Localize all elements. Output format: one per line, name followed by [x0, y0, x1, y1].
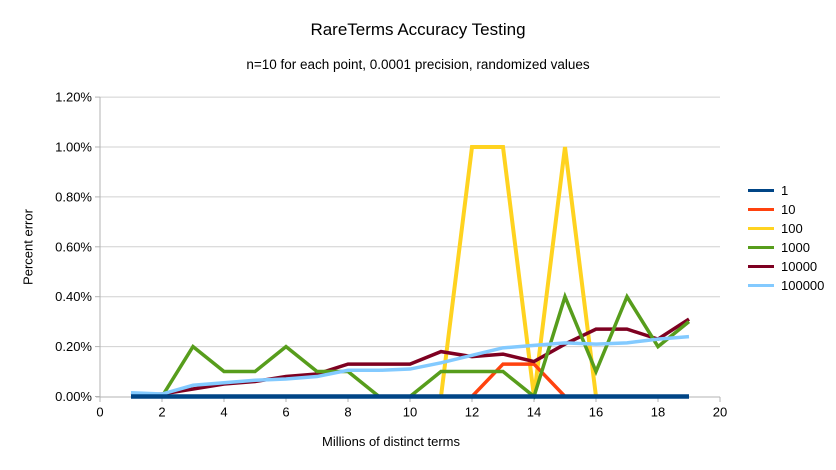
legend-swatch — [748, 284, 774, 287]
x-tick-label: 16 — [589, 405, 603, 420]
y-tick-label: 0.20% — [55, 339, 92, 354]
chart-subtitle: n=10 for each point, 0.0001 precision, r… — [246, 57, 590, 72]
legend-item-10000: 10000 — [748, 257, 824, 276]
legend-label: 1 — [781, 183, 789, 198]
legend-label: 10000 — [781, 259, 818, 274]
series-line-100 — [131, 145, 689, 399]
legend-label: 1000 — [781, 240, 810, 255]
legend-label: 100000 — [781, 278, 825, 293]
legend-item-1000: 1000 — [748, 238, 824, 257]
x-tick-label: 4 — [220, 405, 227, 420]
y-tick-label: 0.60% — [55, 239, 92, 254]
legend-label: 10 — [781, 202, 796, 217]
legend-item-100: 100 — [748, 219, 824, 238]
legend: 1 10 100 1000 10000 100000 — [748, 181, 824, 295]
x-tick-label: 2 — [158, 405, 165, 420]
chart-title: RareTerms Accuracy Testing — [310, 20, 526, 39]
x-tick-label: 6 — [282, 405, 289, 420]
x-tick-label: 20 — [713, 405, 727, 420]
legend-swatch — [748, 208, 774, 211]
legend-item-100000: 100000 — [748, 276, 824, 295]
x-tick-label: 0 — [96, 405, 103, 420]
x-axis-title: Millions of distinct terms — [322, 434, 460, 449]
x-tick-label: 8 — [344, 405, 351, 420]
legend-swatch — [748, 265, 774, 268]
x-tick-label: 12 — [465, 405, 479, 420]
y-tick-label: 1.00% — [55, 140, 92, 155]
legend-swatch — [748, 189, 774, 192]
y-tick-label: 0.40% — [55, 289, 92, 304]
y-tick-label: 1.20% — [55, 90, 92, 105]
y-tick-label: 0.00% — [55, 389, 92, 404]
series-line-100000 — [130, 334, 690, 396]
legend-label: 100 — [781, 221, 803, 236]
legend-item-1: 1 — [748, 181, 824, 200]
x-tick-label: 14 — [527, 405, 541, 420]
x-tick-label: 18 — [651, 405, 665, 420]
y-tick-label: 0.80% — [55, 189, 92, 204]
gridlines — [100, 96, 720, 348]
legend-swatch — [748, 246, 774, 249]
x-tick-label: 10 — [403, 405, 417, 420]
legend-swatch — [748, 227, 774, 230]
series-lines — [130, 145, 691, 400]
legend-item-10: 10 — [748, 200, 824, 219]
